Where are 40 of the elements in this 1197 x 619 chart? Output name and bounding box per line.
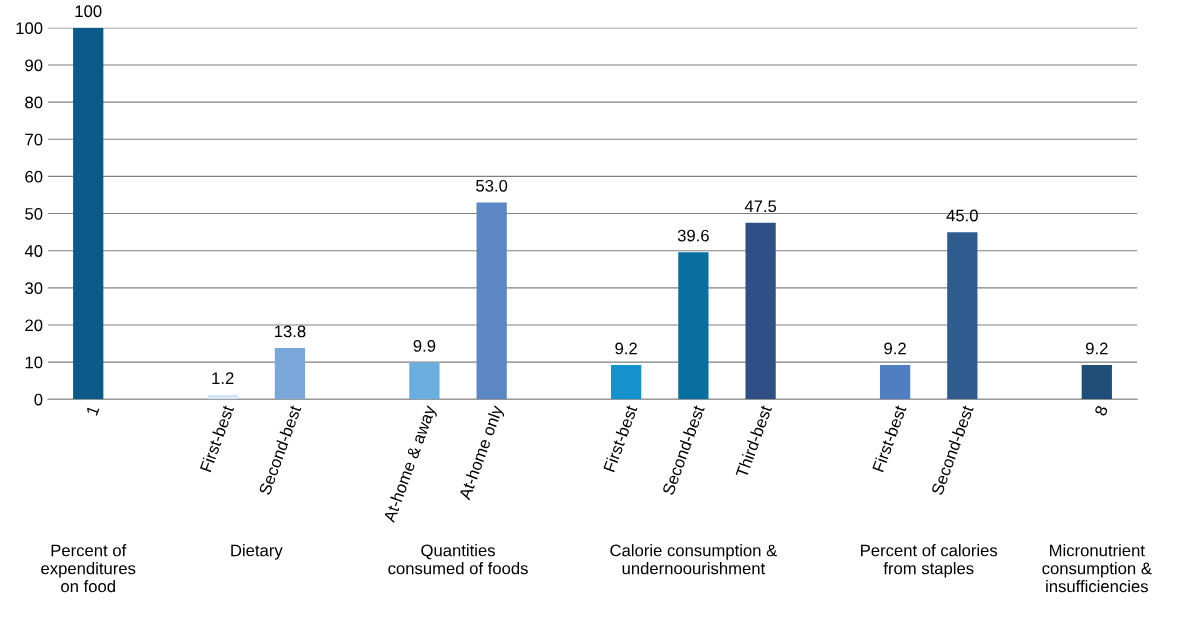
data-label: 9.9 [413, 339, 436, 352]
y-tick-label: 20 [25, 319, 43, 332]
bar [678, 252, 709, 400]
bar [745, 222, 776, 400]
bar [879, 365, 911, 400]
y-tick-label: 50 [25, 207, 43, 220]
bar [274, 348, 306, 400]
text: Micronutrient consumption & insufficiencies [1042, 544, 1152, 593]
x-tick-label: 1 [86, 405, 100, 416]
text: Quantities consumed of foods [388, 544, 528, 575]
bar [947, 232, 978, 400]
y-tick-label: 10 [25, 356, 43, 369]
bar [476, 202, 507, 400]
data-label: 53.0 [476, 179, 508, 192]
text: Dietary [231, 544, 283, 560]
data-label: 1.2 [212, 372, 234, 384]
bar [409, 362, 440, 400]
data-label: 9.2 [615, 342, 637, 355]
bar [611, 365, 642, 400]
data-label: 39.6 [677, 229, 709, 242]
data-label: 100 [75, 5, 102, 18]
y-tick-label: 60 [25, 170, 43, 183]
bar [73, 27, 104, 400]
data-label: 9.2 [884, 342, 906, 355]
bar [1081, 365, 1112, 400]
text: Percent of calories from staples [861, 544, 998, 578]
x-tick-label: 8 [1094, 404, 1109, 417]
data-label: 45.0 [946, 209, 978, 222]
y-tick-label: 90 [25, 59, 43, 72]
data-label: 47.5 [744, 200, 777, 213]
data-label: 9.2 [1086, 342, 1108, 355]
y-tick-label: 100 [16, 22, 43, 35]
y-tick-label: 30 [25, 282, 43, 295]
y-tick-label: 40 [24, 245, 43, 257]
text: Percent of expenditures on food [41, 544, 136, 593]
y-tick-label: 80 [25, 96, 43, 109]
y-tick-label: 0 [34, 393, 43, 406]
data-label: 13.8 [274, 325, 306, 338]
text: Calorie consumption & undernoourishment [610, 544, 777, 575]
y-tick-label: 70 [25, 133, 43, 146]
